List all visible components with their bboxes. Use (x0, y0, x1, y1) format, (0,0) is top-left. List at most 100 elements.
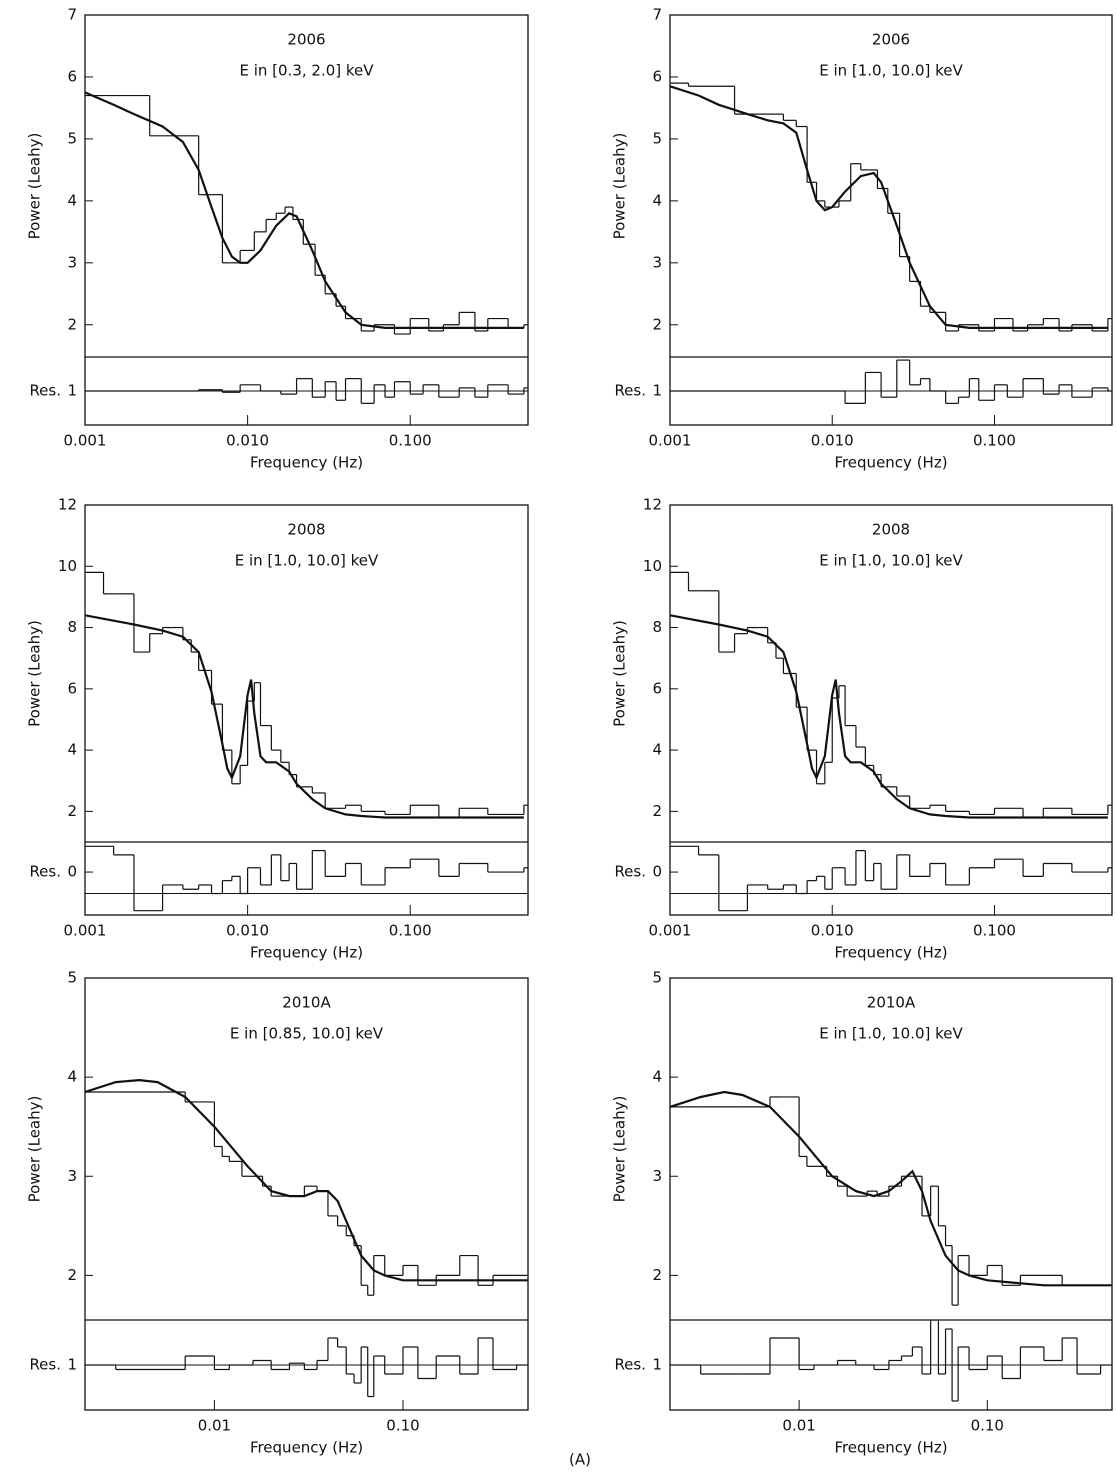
y-tick-label: 6 (652, 679, 662, 697)
panel: 2006 E in [1.0, 10.0] keV Frequency (Hz) Po… (611, 6, 1113, 472)
y-tick-label: 2 (67, 1266, 77, 1284)
x-tick-label: 0.010 (811, 922, 854, 940)
x-axis-label: Frequency (Hz) (250, 944, 363, 962)
res-y-tick-label: 1 (652, 1356, 662, 1374)
y-axis-label: Power (Leahy) (26, 620, 44, 727)
panel-subtitle: E in [1.0, 10.0] keV (235, 552, 379, 570)
model-curve (670, 85, 1108, 329)
panel-title: 2006 (287, 31, 325, 49)
panel-subtitle: E in [1.0, 10.0] keV (819, 1025, 963, 1043)
y-tick-label: 6 (67, 67, 77, 85)
data-steps (670, 82, 1112, 332)
y-tick-label: 4 (652, 1068, 662, 1086)
y-tick-label: 4 (652, 741, 662, 759)
residual-steps (670, 1320, 1112, 1402)
res-y-tick-label: 1 (67, 1356, 77, 1374)
x-tick-label: 0.010 (226, 922, 269, 940)
res-y-tick-label: 1 (67, 382, 77, 400)
y-tick-label: 7 (652, 6, 662, 24)
plot-frame (669, 504, 1113, 916)
data-steps (85, 571, 528, 819)
residual-steps (670, 845, 1112, 912)
data-steps (670, 571, 1112, 819)
x-tick-label: 0.10 (971, 1417, 1004, 1435)
y-tick-label: 2 (652, 1266, 662, 1284)
y-tick-label: 12 (58, 496, 77, 514)
y-tick-label: 2 (67, 315, 77, 333)
y-tick-label: 10 (58, 557, 77, 575)
y-tick-label: 5 (652, 129, 662, 147)
y-tick-label: 2 (67, 802, 77, 820)
y-axis-label: Power (Leahy) (611, 133, 629, 240)
model-curve (85, 1078, 528, 1282)
y-tick-label: 4 (652, 191, 662, 209)
x-tick-label: 0.100 (973, 432, 1016, 450)
x-tick-label: 0.010 (226, 432, 269, 450)
res-y-tick-label: 0 (67, 863, 77, 881)
x-tick-label: 0.100 (389, 432, 432, 450)
y-tick-label: 7 (67, 6, 77, 24)
panel-subtitle: E in [1.0, 10.0] keV (819, 552, 963, 570)
y-tick-label: 3 (652, 253, 662, 271)
x-tick-label: 0.010 (811, 432, 854, 450)
panel-title: 2008 (872, 521, 910, 539)
panel-title: 2006 (872, 31, 910, 49)
res-label: Res. (29, 863, 61, 881)
plot-frame (84, 14, 529, 426)
figure-caption: (A) (569, 1451, 591, 1469)
residual-steps (85, 845, 528, 912)
x-tick-label: 0.10 (386, 1417, 419, 1435)
model-curve (670, 1090, 1112, 1287)
res-y-tick-label: 0 (652, 863, 662, 881)
y-axis-label: Power (Leahy) (26, 1096, 44, 1203)
x-axis-label: Frequency (Hz) (834, 1439, 947, 1457)
x-tick-label: 0.001 (649, 432, 692, 450)
panel-title: 2010A (867, 994, 916, 1012)
y-tick-label: 5 (652, 969, 662, 987)
x-axis-label: Frequency (Hz) (834, 454, 947, 472)
residual-steps (85, 378, 528, 404)
x-tick-label: 0.01 (198, 1417, 231, 1435)
plot-frame (669, 977, 1113, 1411)
panel-subtitle: E in [1.0, 10.0] keV (819, 62, 963, 80)
x-axis-label: Frequency (Hz) (834, 944, 947, 962)
data-steps (85, 1091, 528, 1296)
panel: 2010A E in [0.85, 10.0] keV Frequency (Hz)… (26, 969, 529, 1457)
y-tick-label: 2 (652, 315, 662, 333)
y-tick-label: 4 (67, 741, 77, 759)
panel-title: 2008 (287, 521, 325, 539)
y-tick-label: 4 (67, 1068, 77, 1086)
res-y-tick-label: 1 (652, 382, 662, 400)
res-label: Res. (29, 1356, 61, 1374)
panel-subtitle: E in [0.3, 2.0] keV (239, 62, 374, 80)
x-tick-label: 0.01 (782, 1417, 815, 1435)
model-curve (670, 614, 1108, 819)
y-tick-label: 2 (652, 802, 662, 820)
x-axis-label: Frequency (Hz) (250, 1439, 363, 1457)
res-label: Res. (29, 382, 61, 400)
plot-frame (669, 14, 1113, 426)
y-tick-label: 5 (67, 969, 77, 987)
y-axis-label: Power (Leahy) (26, 133, 44, 240)
y-tick-label: 12 (643, 496, 662, 514)
panel-subtitle: E in [0.85, 10.0] keV (230, 1025, 384, 1043)
res-label: Res. (614, 382, 646, 400)
res-label: Res. (614, 1356, 646, 1374)
y-tick-label: 3 (67, 1167, 77, 1185)
y-tick-label: 10 (643, 557, 662, 575)
panel: 2008 E in [1.0, 10.0] keV Frequency (Hz) Po… (611, 496, 1113, 962)
residual-steps (85, 1337, 528, 1398)
panel: 2006 E in [0.3, 2.0] keV Frequency (Hz) Pow… (26, 6, 529, 472)
panel: 2010A E in [1.0, 10.0] keV Frequency (Hz) P… (611, 969, 1113, 1457)
x-tick-label: 0.001 (64, 922, 107, 940)
x-tick-label: 0.001 (64, 432, 107, 450)
residual-steps (670, 359, 1112, 404)
res-label: Res. (614, 863, 646, 881)
y-tick-label: 5 (67, 129, 77, 147)
y-tick-label: 8 (652, 618, 662, 636)
model-curve (85, 614, 524, 819)
y-tick-label: 3 (67, 253, 77, 271)
y-tick-label: 6 (652, 67, 662, 85)
y-tick-label: 6 (67, 679, 77, 697)
